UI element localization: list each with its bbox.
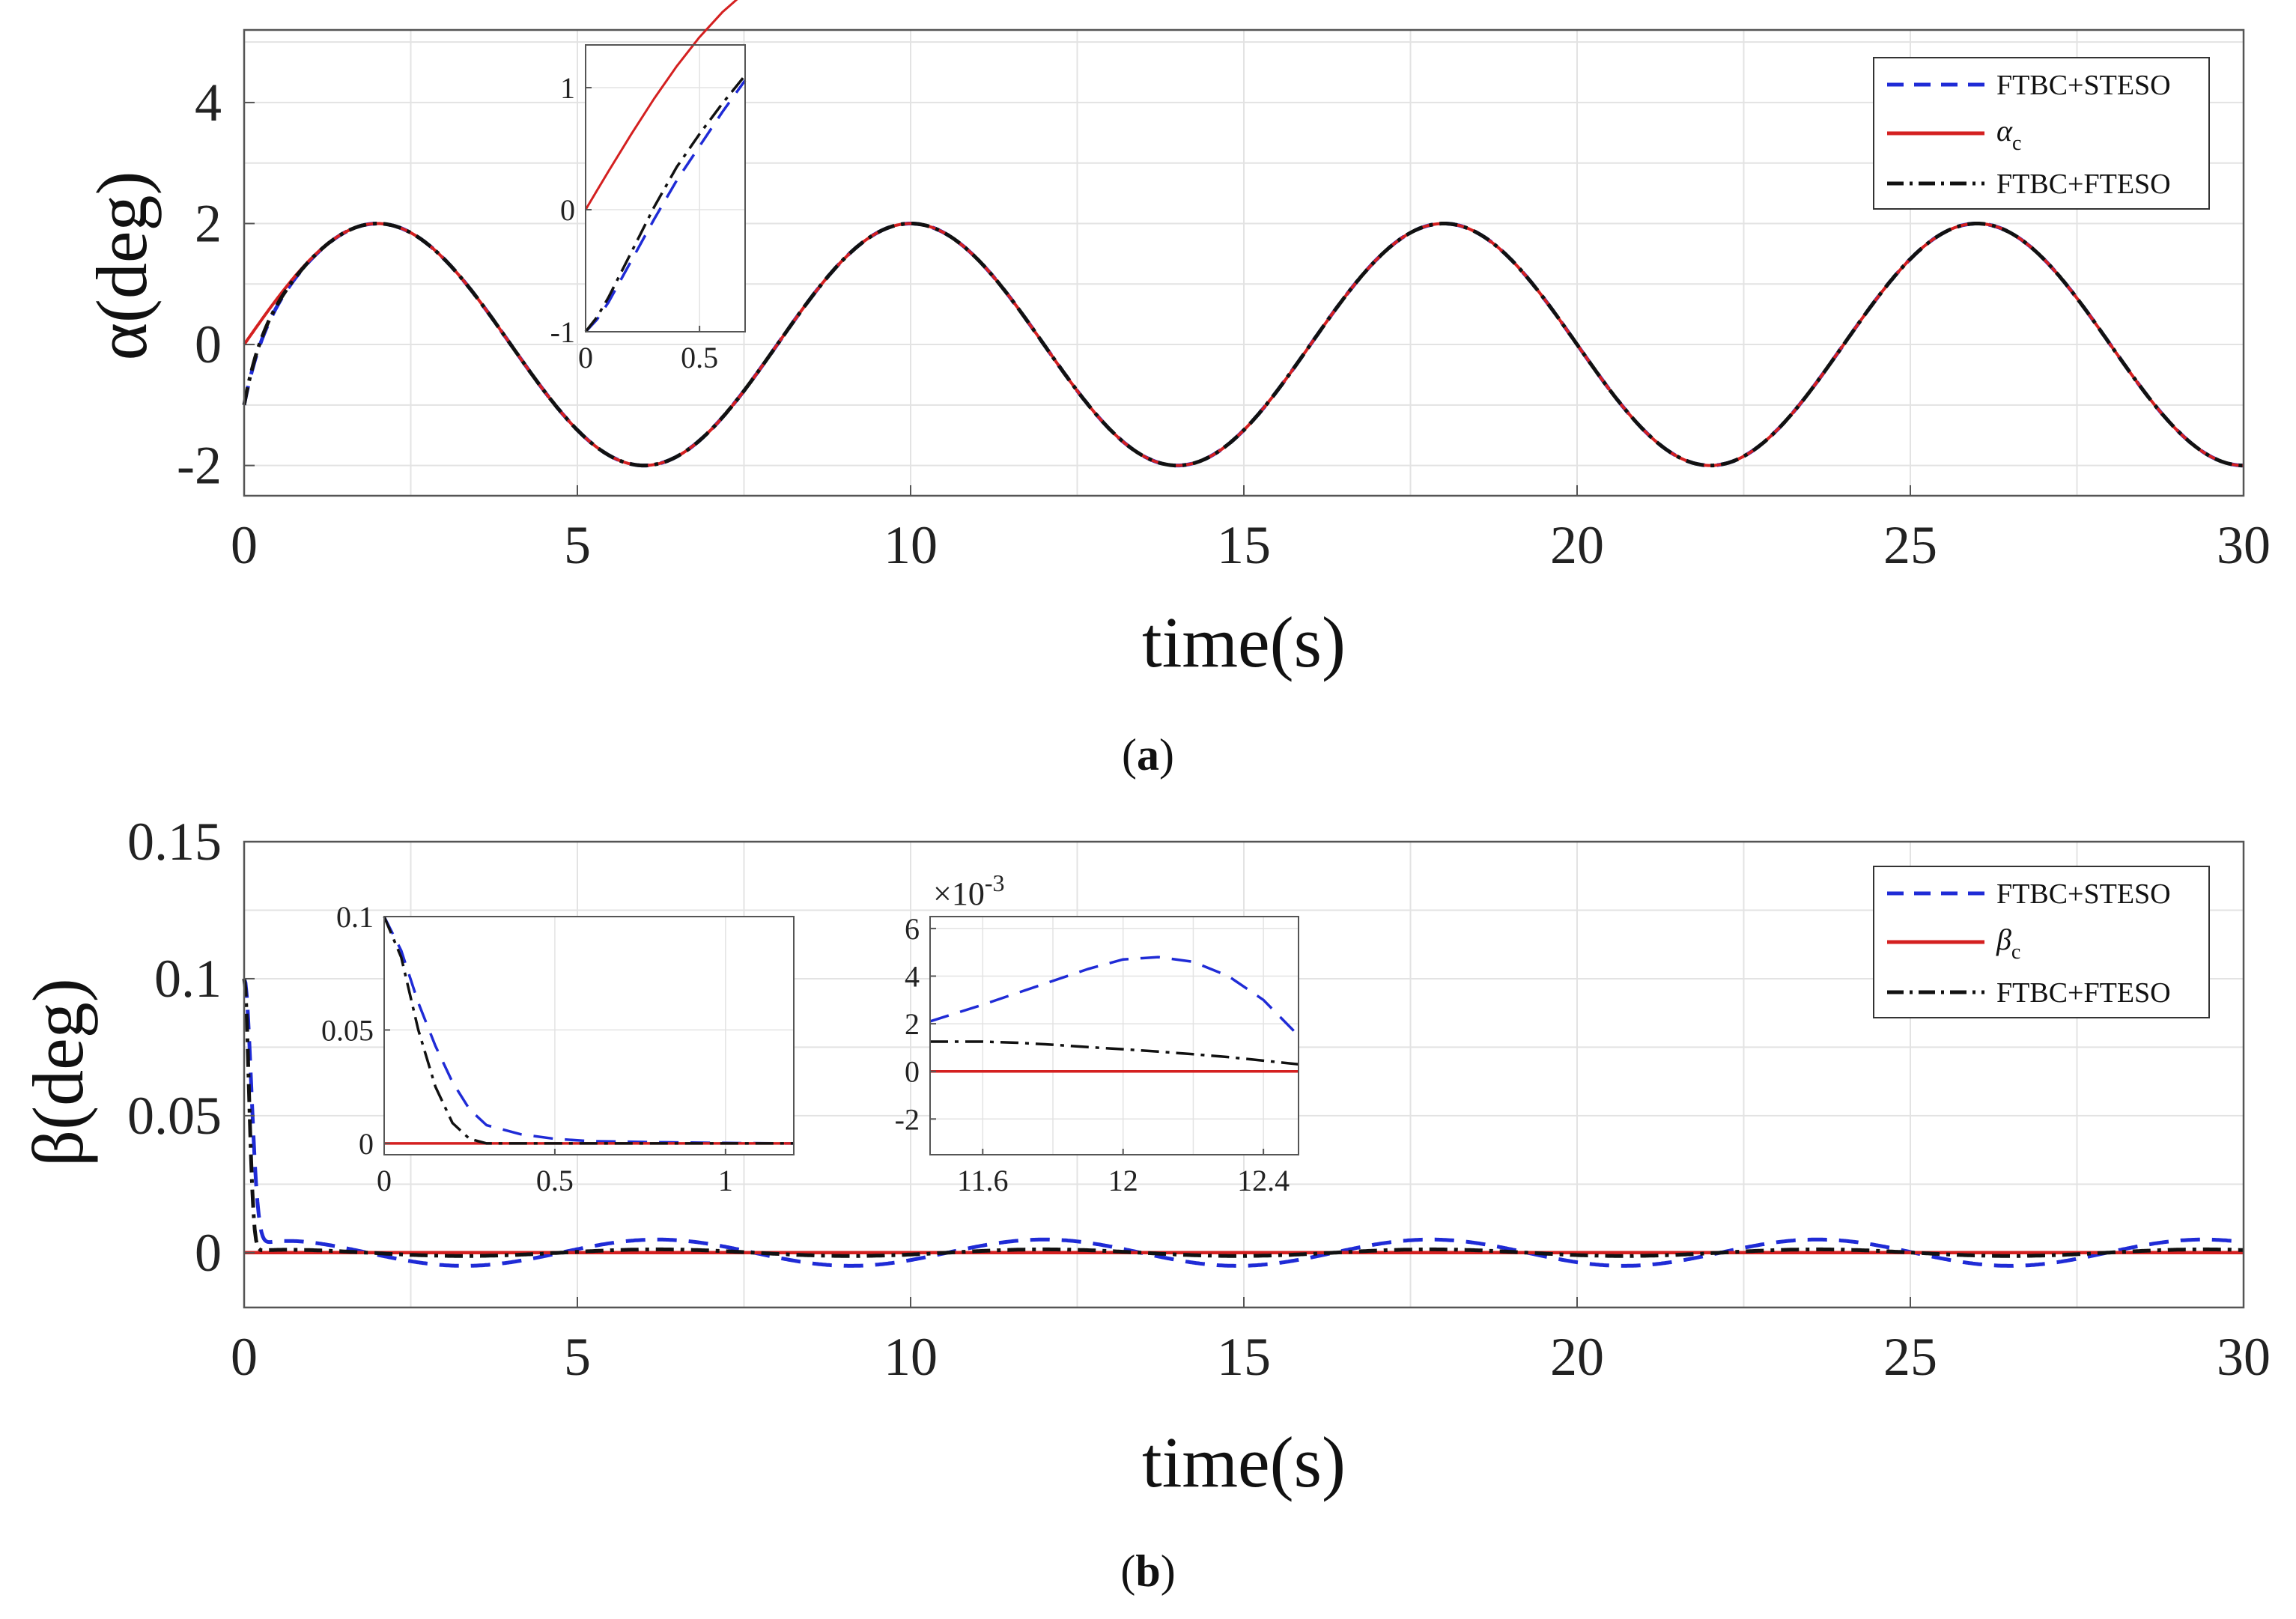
x-tick-label: 25 <box>1883 1327 1937 1387</box>
x-tick-label: 12.4 <box>1237 1164 1290 1197</box>
x-tick-label: 0.5 <box>681 341 718 374</box>
a-inset-lines <box>584 0 747 333</box>
b-legend-label-ref: βc <box>1996 923 2020 964</box>
a-inset-frame <box>585 44 746 332</box>
y-tick-label: 4 <box>195 73 222 133</box>
y-tick-label: 0.05 <box>127 1086 222 1146</box>
x-tick-label: 12 <box>1108 1164 1138 1197</box>
b-inset2-scale-exponent: -3 <box>985 869 1005 896</box>
b-inset2-scale-label: ×10-3 <box>933 869 1004 912</box>
b-inset2-lines <box>929 956 1300 1073</box>
y-tick-label: 2 <box>195 193 222 253</box>
b-inset2-scale-base: ×10 <box>933 875 985 912</box>
x-tick-label: 1 <box>718 1164 733 1197</box>
a-legend-label-fteso: FTBC+FTESO <box>1996 168 2171 200</box>
b-inset2-line-fteso <box>930 1040 1299 1066</box>
y-tick-label: 0 <box>195 1223 222 1283</box>
x-tick-label: 15 <box>1217 515 1271 575</box>
b-inset2-frame <box>929 916 1299 1155</box>
x-tick-label: 20 <box>1550 515 1604 575</box>
a-caption-letter: a <box>1137 730 1159 780</box>
y-tick-label: 0 <box>905 1055 920 1089</box>
a-ylabel: α(deg) <box>82 171 162 361</box>
b-inset-2: 11.6 12 12.4 -2 0 2 4 6 ×10-3 <box>895 869 1300 1197</box>
b-inset1-line-steso <box>383 916 795 1145</box>
x-tick-label: 0 <box>231 1327 258 1387</box>
b-line-ftbc-fteso <box>242 978 2244 1258</box>
a-inset-bg <box>586 45 745 332</box>
x-tick-label: 10 <box>884 1327 938 1387</box>
a-inset: 0 0.5-101 <box>550 0 747 374</box>
x-tick-label: 0.5 <box>536 1164 574 1197</box>
a-inset-line-alpha-c <box>584 0 738 210</box>
x-tick-label: 0 <box>377 1164 392 1197</box>
x-tick-label: 0 <box>578 341 593 374</box>
b-inset2-bg <box>930 917 1299 1155</box>
b-inset1-ticks: 0 0.5 1 0 0.05 0.1 <box>321 900 733 1197</box>
a-legend-label-ref: αc <box>1996 114 2021 155</box>
x-tick-label: 0 <box>231 515 258 575</box>
b-inset1-frame <box>383 916 795 1155</box>
b-inset1-line-fteso <box>383 916 794 1145</box>
x-tick-label: 5 <box>564 515 591 575</box>
y-tick-label: 0.1 <box>336 900 374 934</box>
y-tick-label: 2 <box>905 1007 920 1041</box>
a-inset-ticks: 0 0.5-101 <box>550 71 718 374</box>
b-ylabel: β(deg) <box>18 978 98 1166</box>
x-tick-label: 15 <box>1217 1327 1271 1387</box>
y-tick-label: -2 <box>177 436 222 496</box>
a-inset-line-steso <box>584 79 747 333</box>
b-inset-1: 0 0.5 1 0 0.05 0.1 <box>321 900 795 1197</box>
b-legend: FTBC+STESO βc FTBC+FTESO <box>1873 866 2210 1018</box>
y-tick-label: 0.1 <box>154 949 222 1009</box>
x-tick-label: 30 <box>2217 1327 2271 1387</box>
x-tick-label: 11.6 <box>957 1164 1009 1197</box>
y-tick-label: 6 <box>905 912 920 946</box>
b-caption-letter: b <box>1135 1546 1160 1596</box>
a-legend-ref-subscript: c <box>2012 132 2021 155</box>
a-series-lines <box>242 222 2244 468</box>
y-tick-label: -1 <box>550 315 575 349</box>
b-series-lines <box>242 978 2244 1268</box>
y-tick-label: 0 <box>195 315 222 374</box>
y-tick-label: 1 <box>560 71 575 105</box>
b-inset2-line-steso <box>929 956 1300 1037</box>
x-tick-label: 5 <box>564 1327 591 1387</box>
a-legend-label-steso: FTBC+STESO <box>1996 70 2171 101</box>
b-inset2-ticks: 11.6 12 12.4 -2 0 2 4 6 <box>895 912 1290 1197</box>
y-tick-label: 4 <box>905 960 920 994</box>
b-legend-ref-subscript: c <box>2011 941 2020 964</box>
x-tick-label: 30 <box>2217 515 2271 575</box>
x-tick-label: 20 <box>1550 1327 1604 1387</box>
x-tick-label: 10 <box>884 515 938 575</box>
b-legend-ref-symbol: β <box>1996 923 2011 956</box>
a-line-ftbc-fteso <box>242 222 2244 468</box>
b-inset1-lines <box>383 916 795 1145</box>
a-legend: FTBC+STESO αc FTBC+FTESO <box>1873 57 2210 210</box>
b-caption: (b) <box>1120 1546 1175 1596</box>
y-tick-label: 0 <box>560 193 575 227</box>
a-legend-ref-symbol: α <box>1996 114 2013 148</box>
a-xlabel: time(s) <box>1142 602 1346 682</box>
a-inset-line-fteso <box>584 74 747 333</box>
b-inset1-bg <box>384 917 794 1155</box>
b-legend-label-steso: FTBC+STESO <box>1996 878 2171 910</box>
b-xlabel: time(s) <box>1142 1422 1346 1502</box>
y-tick-label: 0.05 <box>321 1013 374 1047</box>
y-tick-label: -2 <box>895 1102 920 1136</box>
a-caption: (a) <box>1122 730 1174 780</box>
y-tick-label: 0 <box>359 1127 374 1161</box>
x-tick-label: 25 <box>1883 515 1937 575</box>
b-legend-label-fteso: FTBC+FTESO <box>1996 977 2171 1009</box>
y-tick-label: 0.15 <box>127 812 222 872</box>
